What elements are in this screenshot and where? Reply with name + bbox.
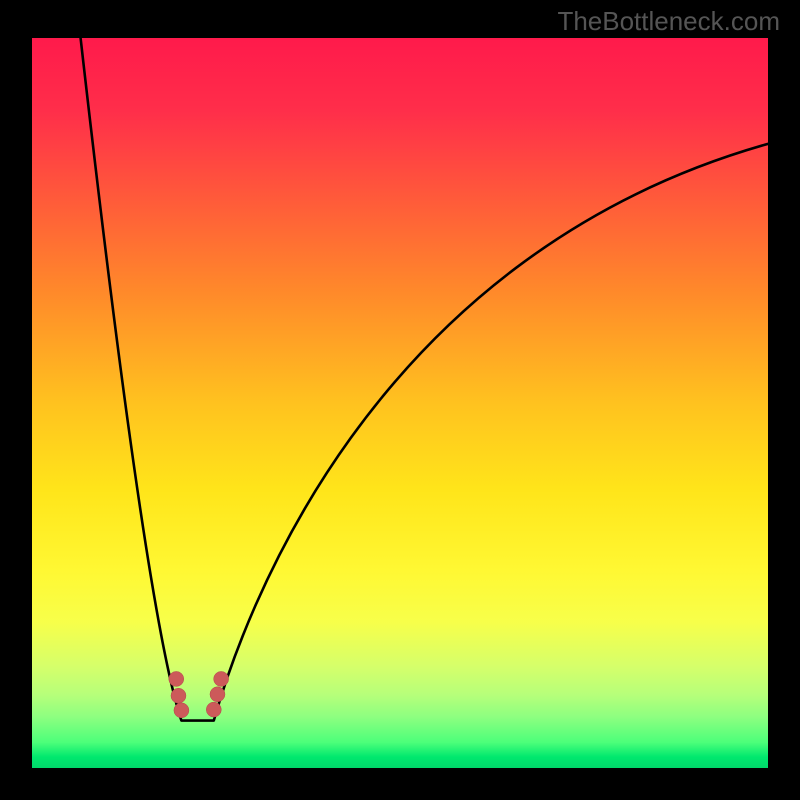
plot-area xyxy=(32,38,768,768)
accent-dot xyxy=(214,671,229,686)
accent-dot xyxy=(171,688,186,703)
watermark-text: TheBottleneck.com xyxy=(557,6,780,37)
accent-dot xyxy=(174,703,189,718)
curve-layer xyxy=(32,38,768,768)
accent-dot xyxy=(206,702,221,717)
accent-dot xyxy=(169,671,184,686)
bottleneck-curve xyxy=(81,38,768,721)
accent-dots-group xyxy=(169,671,229,717)
chart-frame: TheBottleneck.com xyxy=(0,0,800,800)
accent-dot xyxy=(210,687,225,702)
